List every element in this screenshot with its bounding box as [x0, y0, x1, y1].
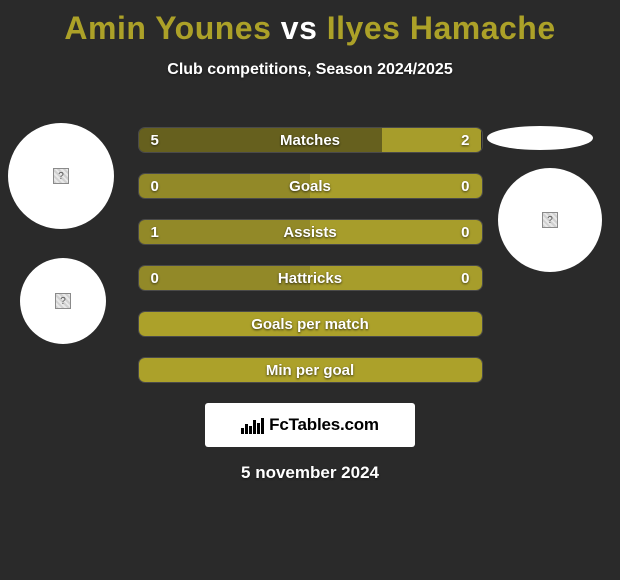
subtitle: Club competitions, Season 2024/2025: [0, 61, 620, 79]
stat-value-right: 2: [461, 132, 469, 149]
broken-image-icon: ?: [55, 293, 71, 309]
comparison-bars: 52Matches00Goals10Assists00HattricksGoal…: [138, 127, 483, 383]
player2-avatar-oval: [487, 126, 593, 150]
stat-value-right: 0: [461, 270, 469, 287]
branding-badge: FcTables.com: [205, 403, 415, 447]
title-vs: vs: [281, 10, 318, 46]
stat-bar-right: 0: [310, 220, 482, 244]
stat-value-left: 0: [151, 178, 159, 195]
stat-bar-left: 5: [139, 128, 383, 152]
stat-value-right: 0: [461, 178, 469, 195]
broken-image-icon: ?: [53, 168, 69, 184]
stat-row: 00Goals: [138, 173, 483, 199]
branding-text: FcTables.com: [269, 415, 379, 435]
fctables-logo-icon: [241, 416, 265, 434]
stat-value-left: 1: [151, 224, 159, 241]
stat-bar-right: 0: [310, 174, 482, 198]
stat-bar-left: 1: [139, 220, 311, 244]
stat-value-right: 0: [461, 224, 469, 241]
player1-avatar-large: ?: [8, 123, 114, 229]
stat-bar-left: 0: [139, 174, 311, 198]
title-player2: Ilyes Hamache: [327, 10, 556, 46]
stat-row: 52Matches: [138, 127, 483, 153]
player2-avatar-large: ?: [498, 168, 602, 272]
comparison-card: Amin Younes vs Ilyes Hamache Club compet…: [0, 0, 620, 580]
stat-row: Min per goal: [138, 357, 483, 383]
stat-row: 00Hattricks: [138, 265, 483, 291]
player1-avatar-small: ?: [20, 258, 106, 344]
stat-bar-full: [139, 358, 482, 382]
stat-row: Goals per match: [138, 311, 483, 337]
date: 5 november 2024: [0, 463, 620, 483]
title: Amin Younes vs Ilyes Hamache: [0, 0, 620, 47]
stat-value-left: 0: [151, 270, 159, 287]
stat-row: 10Assists: [138, 219, 483, 245]
title-player1: Amin Younes: [64, 10, 271, 46]
stat-value-left: 5: [151, 132, 159, 149]
stat-bar-right: 2: [382, 128, 481, 152]
stat-bar-right: 0: [310, 266, 482, 290]
stat-bar-left: 0: [139, 266, 311, 290]
broken-image-icon: ?: [542, 212, 558, 228]
stat-bar-full: [139, 312, 482, 336]
